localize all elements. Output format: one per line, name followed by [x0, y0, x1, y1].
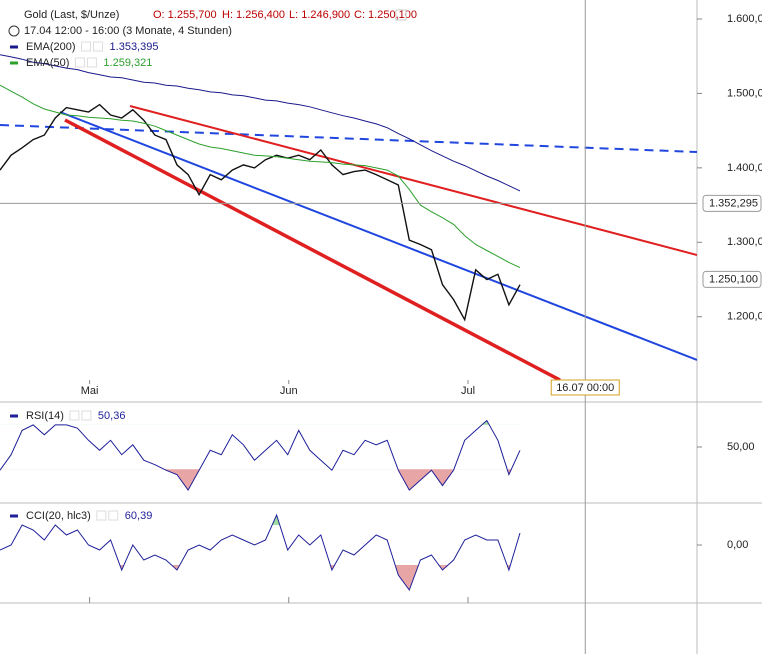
crosshair-box [550, 379, 620, 396]
threshold-fill [0, 469, 520, 491]
legend-value: 50,36 [98, 410, 126, 422]
legend-icon [81, 41, 92, 52]
symbol: Gold (Last, $/Unze) [24, 9, 119, 21]
legend: EMA(200) 1.353,395 EMA(50) 1.259,321 RSI(14)… [10, 41, 158, 522]
series-layer [0, 54, 521, 592]
period: 17.04 12:00 - 16:00 (3 Monate, 4 Stunden… [24, 25, 232, 37]
legend-value: 1.259,321 [103, 57, 152, 69]
legend-value: 1.353,395 [110, 41, 159, 53]
panel [0, 419, 521, 492]
price-marker-box [702, 270, 762, 288]
legend-label: CCI(20, hlc3) [26, 510, 91, 522]
legend-icon [74, 57, 85, 68]
panel [0, 513, 521, 592]
y-tick-label: 0,00 [727, 539, 748, 551]
legend-icon [93, 41, 104, 52]
ohlc: L: 1.246,900 [289, 9, 350, 21]
trendlines [0, 105, 697, 380]
ohlc: C: 1.250,100 [354, 9, 417, 21]
x-tick-label: Mai [81, 385, 99, 397]
series-line [0, 84, 521, 269]
ohlc: O: 1.255,700 [153, 9, 217, 21]
legend-swatch [10, 514, 18, 518]
trendline [64, 118, 561, 380]
x-tick-label: Jul [461, 385, 475, 397]
series-line [0, 54, 521, 192]
panel [0, 54, 521, 322]
y-tick-label: 50,00 [727, 441, 755, 453]
x-tick-label: Jun [280, 385, 298, 397]
legend-icon [96, 510, 107, 521]
price-marker-label: 1.250,100 [709, 273, 758, 285]
ohlc: H: 1.256,400 [222, 9, 285, 21]
legend-icon [81, 410, 92, 421]
y-tick-label: 1.500,000 [727, 87, 762, 99]
legend-icon [86, 57, 97, 68]
trendline [0, 124, 697, 153]
y-tick-label: 1.300,000 [727, 236, 762, 248]
series-line [0, 103, 521, 322]
legend-icon [108, 510, 119, 521]
legend-swatch [10, 414, 18, 418]
price-marker-label: 1.352,295 [709, 197, 758, 209]
legend-label: EMA(200) [26, 41, 76, 53]
y-tick-label: 1.600,000 [727, 13, 762, 25]
series-line [0, 513, 521, 592]
series-line [0, 419, 521, 492]
trendline [129, 105, 697, 256]
legend-label: EMA(50) [26, 57, 69, 69]
y-tick-label: 1.400,000 [727, 162, 762, 174]
settings-icon[interactable] [395, 9, 407, 21]
clock-icon [8, 25, 20, 37]
legend-value: 60,39 [125, 510, 153, 522]
legend-swatch [10, 61, 18, 65]
legend-label: RSI(14) [26, 410, 64, 422]
price-marker-box [702, 194, 762, 212]
crosshair-label: 16.07 00:00 [556, 382, 614, 394]
y-tick-label: 1.200,000 [727, 311, 762, 323]
legend-icon [69, 410, 80, 421]
trendline [59, 111, 697, 361]
legend-swatch [10, 45, 18, 49]
